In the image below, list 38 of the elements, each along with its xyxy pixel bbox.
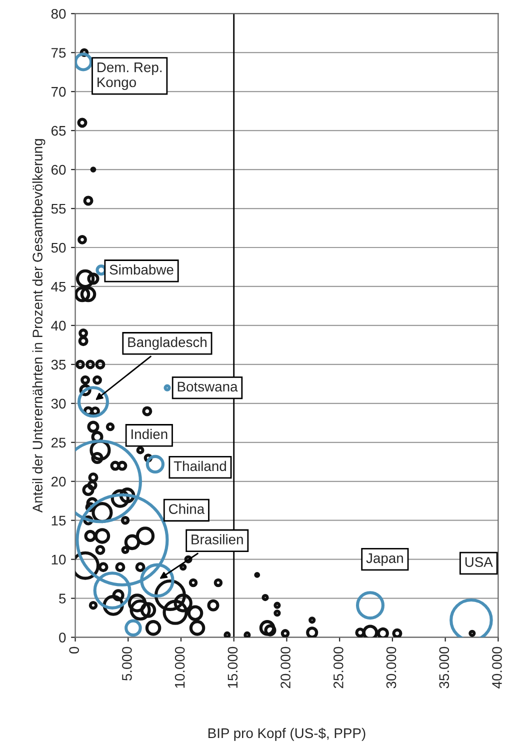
y-tick-label: 25 xyxy=(51,438,66,448)
x-tick-label: 5.000 xyxy=(122,646,132,681)
x-tick-label: 0 xyxy=(69,646,79,654)
y-tick-label: 35 xyxy=(51,360,66,370)
y-tick-label: 70 xyxy=(52,86,66,97)
x-tick-label: 10.000 xyxy=(174,646,185,688)
y-tick-label: 45 xyxy=(51,282,66,292)
annotation: Simbabwe xyxy=(110,264,174,275)
x-axis-title: BIP pro Kopf (US-$, PPP) xyxy=(208,728,366,741)
x-tick-label: 35.000 xyxy=(439,646,450,688)
y-tick-label: 20 xyxy=(51,476,66,487)
y-tick-label: 75 xyxy=(52,48,66,58)
annotation: USA xyxy=(465,557,493,567)
x-tick-label: 20.000 xyxy=(280,646,290,688)
y-tick-label: 80 xyxy=(51,8,66,19)
x-tick-label: 30.000 xyxy=(386,646,396,688)
y-tick-label: 15 xyxy=(52,516,66,526)
annotation: Indien xyxy=(132,428,168,440)
annotation: China xyxy=(169,504,205,514)
annotation: Botswana xyxy=(178,382,238,392)
annotation: Dem. Rep. Kongo xyxy=(98,62,162,90)
y-axis-title: Anteil der Unterernährten in Prozent der Gesamtbevölkerung xyxy=(32,139,46,513)
annotation: Thailand xyxy=(174,460,226,472)
y-tick-label: 0 xyxy=(59,632,66,642)
y-tick-label: 55 xyxy=(51,204,66,214)
annotation: Bangladesch xyxy=(128,336,206,350)
x-tick-label: 25.000 xyxy=(333,646,344,688)
y-tick-label: 40 xyxy=(51,320,66,331)
annotation: Japan xyxy=(366,553,403,566)
x-tick-label: 15.000 xyxy=(228,646,238,688)
x-tick-label: 40.000 xyxy=(492,646,502,688)
y-tick-label: 10 xyxy=(52,554,66,565)
y-tick-label: 30 xyxy=(51,398,66,409)
y-tick-label: 60 xyxy=(51,164,66,175)
annotation: Brasilien xyxy=(192,534,243,544)
y-tick-label: 50 xyxy=(51,242,66,253)
y-tick-label: 5 xyxy=(59,594,66,604)
y-tick-label: 65 xyxy=(51,126,66,136)
